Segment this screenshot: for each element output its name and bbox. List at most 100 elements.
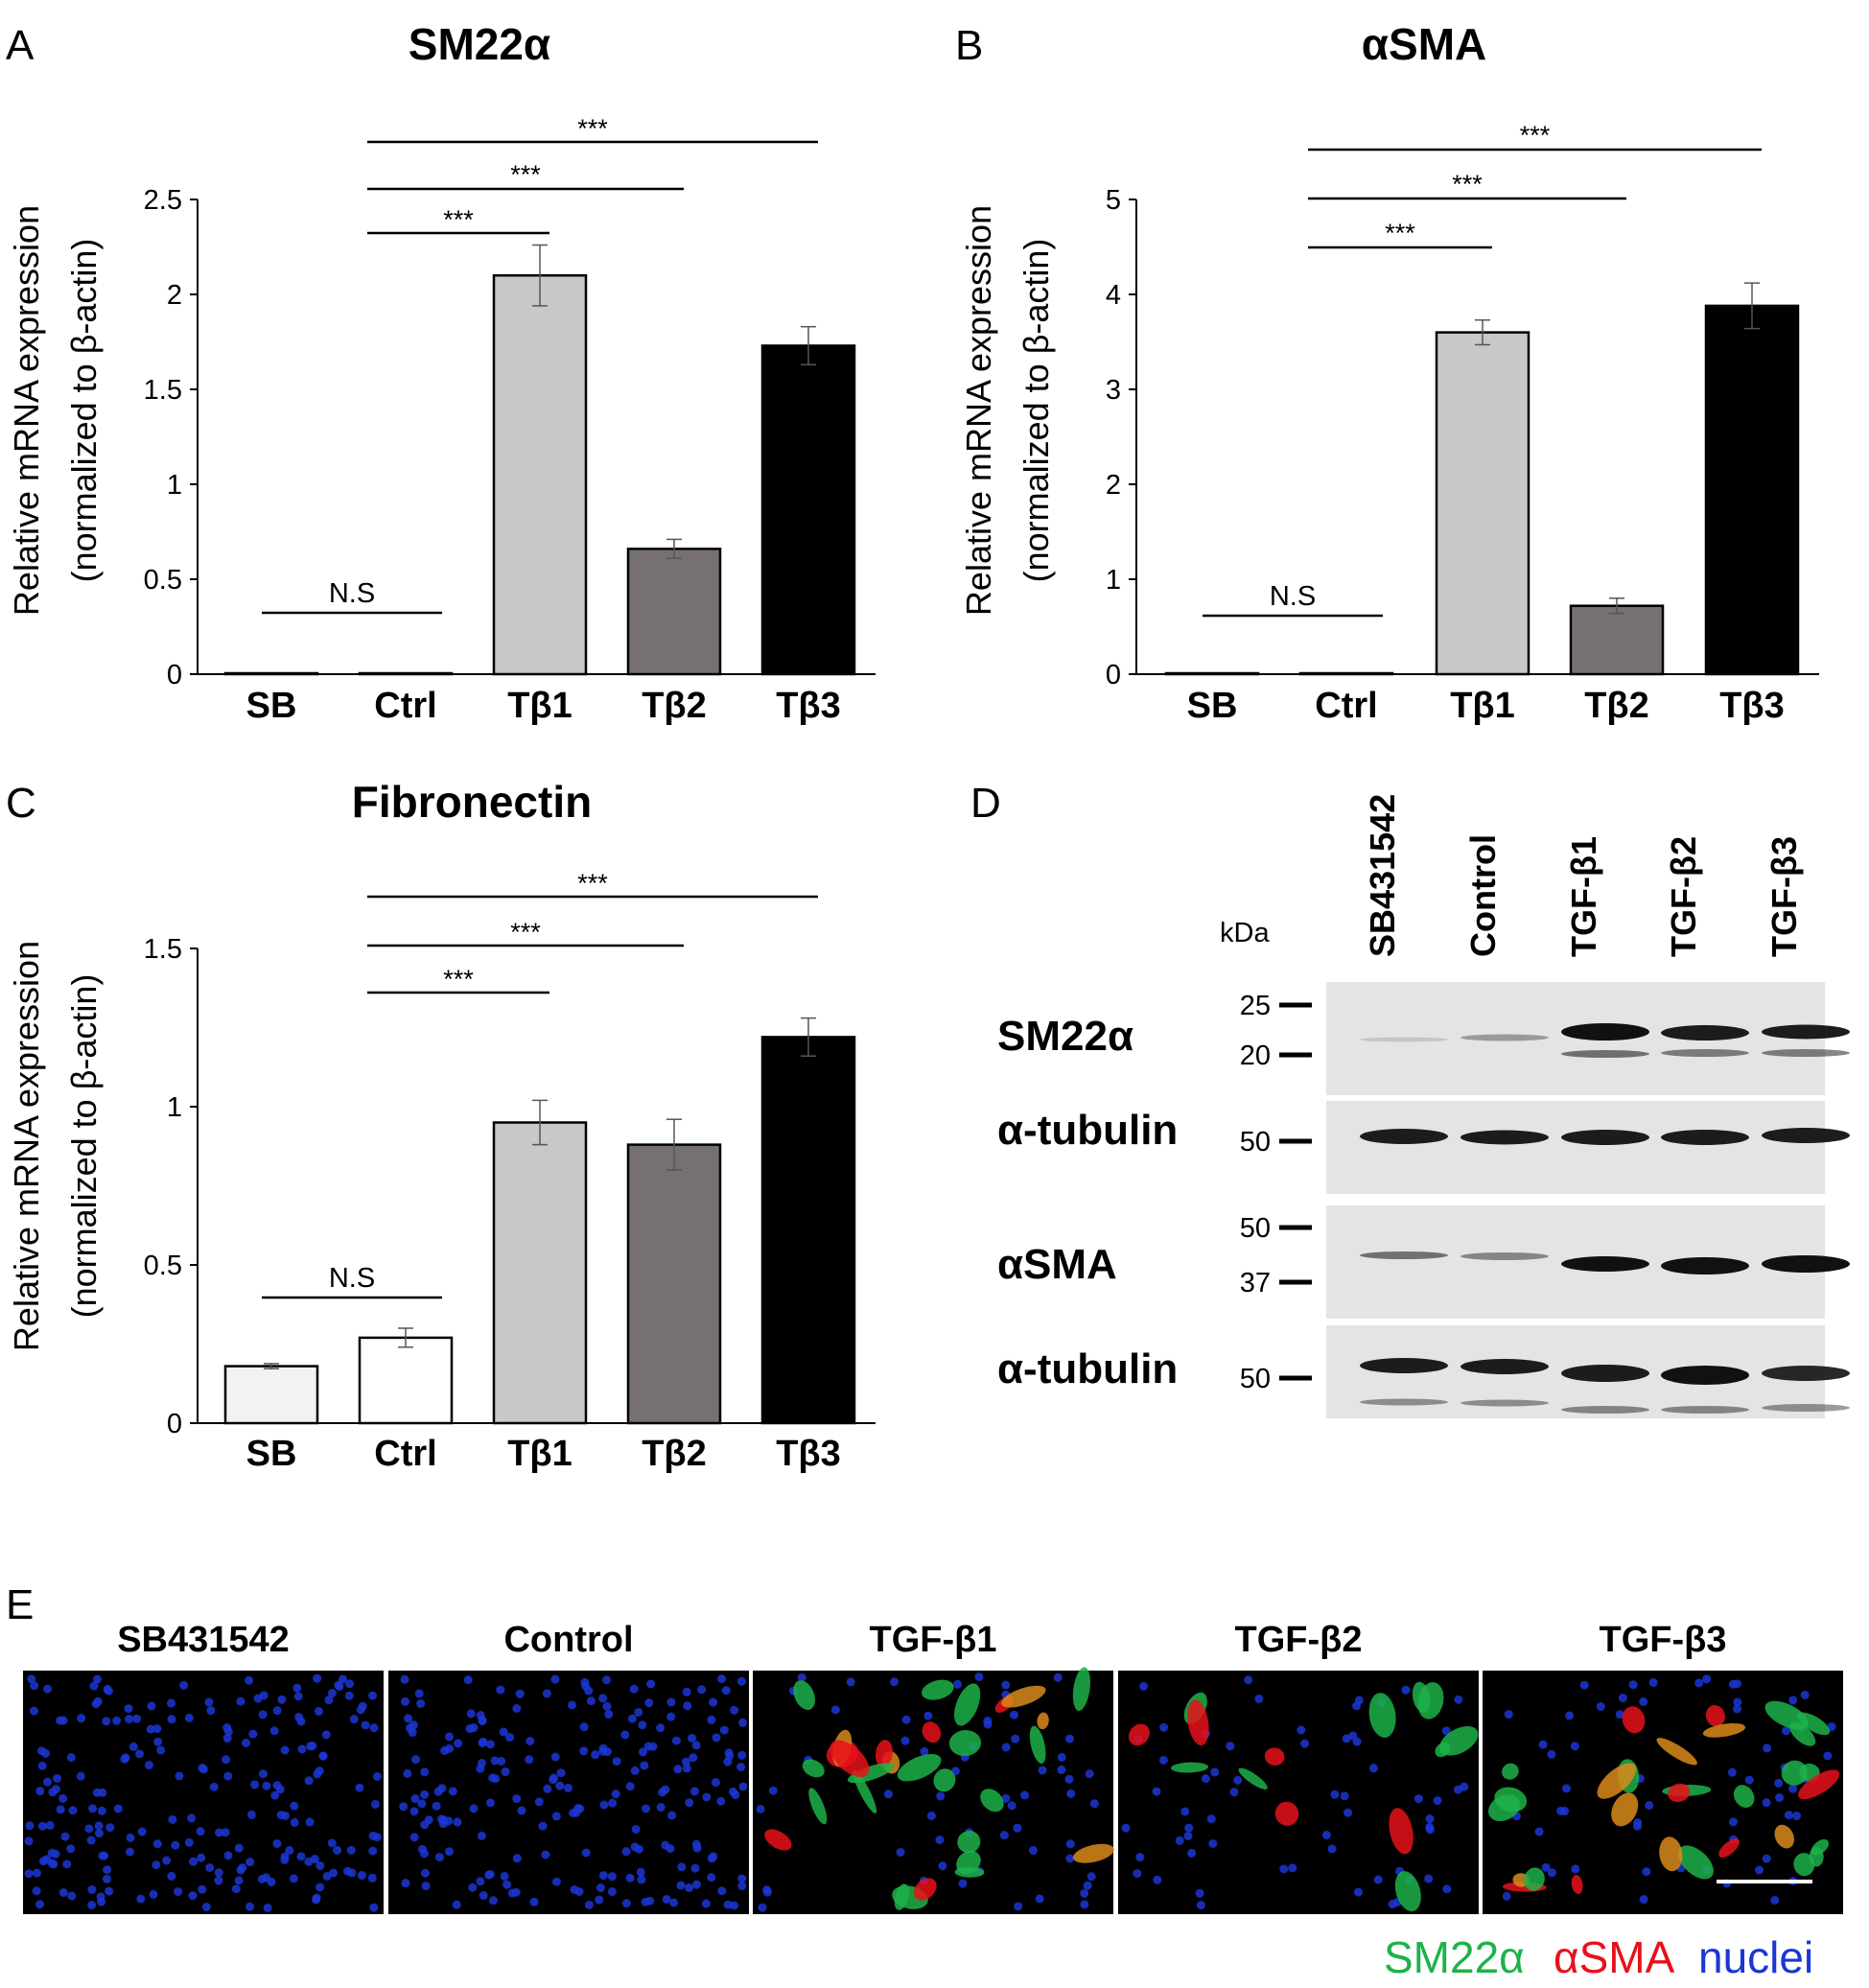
blot-band — [1360, 1037, 1448, 1042]
nucleus — [1180, 1807, 1190, 1816]
nucleus — [454, 1739, 463, 1748]
nucleus — [1534, 1827, 1544, 1836]
nucleus — [315, 1860, 325, 1870]
y-axis-label-2: (normalized to β-actin) — [64, 239, 104, 583]
nucleus — [293, 1692, 303, 1701]
nucleus — [1009, 1710, 1018, 1719]
nucleus — [403, 1768, 412, 1778]
blot-band — [1561, 1130, 1649, 1145]
stained-cell — [1622, 1706, 1646, 1734]
x-category-label: Ctrl — [374, 686, 436, 726]
nucleus — [1541, 1862, 1551, 1872]
stained-cell — [1439, 1726, 1479, 1756]
stained-cell — [1394, 1871, 1421, 1912]
nucleus — [346, 1845, 356, 1855]
nucleus — [372, 1771, 382, 1781]
nucleus — [56, 1716, 65, 1725]
nucleus — [936, 1791, 946, 1801]
nucleus — [1728, 1817, 1738, 1827]
nucleus — [234, 1843, 244, 1853]
nucleus — [444, 1847, 454, 1857]
x-category-label: Ctrl — [1315, 686, 1377, 726]
nucleus — [501, 1767, 510, 1777]
nucleus — [222, 1734, 232, 1743]
nucleus — [32, 1868, 41, 1878]
nucleus — [269, 1726, 279, 1736]
stained-cell — [1571, 1874, 1583, 1895]
blot-band — [1561, 1365, 1649, 1382]
nucleus — [477, 1831, 486, 1840]
nucleus — [87, 1884, 97, 1894]
nucleus — [551, 1812, 561, 1821]
nucleus — [682, 1687, 691, 1696]
nucleus — [304, 1857, 314, 1866]
stained-cell — [1412, 1681, 1431, 1713]
nucleus — [1547, 1749, 1556, 1759]
stained-cell — [922, 1679, 954, 1700]
stained-cell — [1597, 1763, 1637, 1799]
nucleus — [1196, 1901, 1205, 1910]
nucleus — [627, 1714, 637, 1723]
nucleus — [768, 1786, 778, 1795]
nucleus — [32, 1886, 41, 1896]
nucleus — [612, 1757, 621, 1766]
nucleus — [1762, 1854, 1771, 1863]
nucleus — [634, 1844, 643, 1854]
nucleus — [48, 1788, 58, 1797]
nucleus — [401, 1696, 410, 1706]
nucleus — [1642, 1867, 1651, 1877]
nucleus — [485, 1798, 495, 1808]
nucleus — [1596, 1702, 1605, 1712]
nucleus — [1080, 1900, 1089, 1909]
nucleus — [152, 1839, 162, 1849]
nucleus — [1195, 1888, 1204, 1898]
nucleus — [637, 1875, 646, 1884]
nucleus — [1502, 1891, 1511, 1901]
marker-label: 50 — [1240, 1127, 1271, 1158]
nucleus — [1183, 1831, 1193, 1840]
nucleus — [250, 1780, 260, 1789]
nucleus — [830, 1705, 840, 1715]
nucleus — [1175, 1836, 1184, 1845]
nucleus — [564, 1783, 573, 1792]
nucleus — [162, 1856, 172, 1865]
x-category-label: Tβ1 — [507, 1434, 572, 1474]
nucleus — [43, 1684, 53, 1694]
nucleus — [356, 1705, 365, 1715]
nucleus — [1792, 1812, 1802, 1821]
nucleus — [479, 1737, 488, 1746]
nucleus — [245, 1902, 255, 1911]
bar-3 — [626, 548, 722, 676]
nucleus — [738, 1782, 748, 1791]
nucleus — [88, 1804, 98, 1813]
nucleus — [58, 1793, 68, 1803]
nucleus — [1133, 1869, 1142, 1879]
nucleus — [222, 1755, 231, 1765]
chart-fibronectin: Fibronectin Relative mRNA expression (norm… — [7, 777, 876, 1474]
nucleus — [144, 1761, 153, 1770]
nucleus — [511, 1887, 521, 1897]
nucleus — [1433, 1796, 1442, 1806]
nucleus — [94, 1829, 104, 1838]
nucleus — [636, 1867, 645, 1877]
nucleus — [438, 1819, 448, 1829]
stained-cell — [1170, 1762, 1209, 1773]
sig-label: *** — [1520, 121, 1551, 150]
nucleus — [479, 1891, 488, 1901]
nucleus — [1632, 1821, 1642, 1831]
protein-label: αSMA — [997, 1241, 1117, 1288]
nucleus — [920, 1746, 929, 1756]
nucleus — [1565, 1711, 1575, 1720]
stained-cell — [1611, 1792, 1639, 1827]
nucleus — [1083, 1881, 1092, 1890]
nucleus — [923, 1711, 933, 1720]
blot-band — [1561, 1256, 1649, 1272]
nucleus — [24, 1836, 34, 1846]
nucleus — [1538, 1740, 1548, 1749]
y-tick-label: 2.5 — [144, 185, 182, 216]
nucleus — [469, 1804, 479, 1813]
nucleus — [187, 1813, 197, 1823]
nucleus — [682, 1757, 691, 1766]
nucleus — [146, 1724, 155, 1734]
marker-label: 50 — [1240, 1213, 1271, 1244]
